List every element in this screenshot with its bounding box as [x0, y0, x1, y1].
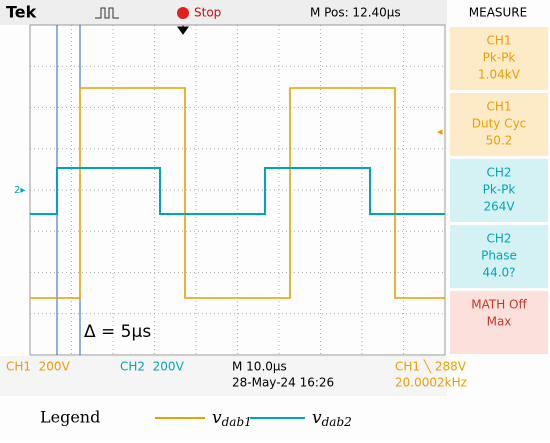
ch2-scale: CH2 200V	[120, 360, 185, 374]
waveform-ch2	[30, 167, 445, 215]
measure-channel: CH1	[486, 100, 511, 114]
measure-box	[450, 93, 548, 156]
measure-value: 264V	[483, 200, 515, 214]
date: 28-May-24 16:26	[232, 376, 334, 390]
brand: Tek	[6, 3, 37, 22]
measure-value: 1.04kV	[478, 68, 521, 82]
graticule-frame	[29, 24, 446, 356]
bottom-bar	[0, 356, 447, 396]
trigger-level-marker: ◂	[437, 125, 443, 138]
measure-value: 50.2	[486, 134, 513, 148]
legend-title: Legend	[40, 408, 100, 427]
measure-panel: CH1 Pk-Pk 1.04kV CH1 Duty Cyc 50.2 CH2 Pk-Pk 264…	[450, 27, 548, 354]
trigger-marker	[177, 25, 189, 35]
timebase: M 10.0µs	[232, 360, 287, 374]
legend-label: vdab2	[312, 408, 352, 429]
trigger: CH1 ╲ 288V	[395, 359, 467, 374]
measure-box	[450, 225, 548, 288]
ch1-scale: CH1 200V	[6, 360, 71, 374]
measure-channel: CH1	[486, 34, 511, 48]
position: M Pos: 12.40µs	[310, 6, 401, 20]
legend-label: vdab1	[212, 408, 252, 429]
measure-box	[450, 291, 548, 354]
measure-label: Phase	[481, 249, 517, 263]
top-bar	[0, 0, 447, 25]
measure-box	[450, 159, 548, 222]
stop-icon	[177, 7, 189, 19]
measure-box	[450, 27, 548, 90]
waveform-ch1	[30, 87, 445, 299]
ch2-marker: 2▸	[14, 185, 25, 196]
status: Stop	[194, 6, 221, 20]
measure-channel: CH2	[486, 232, 511, 246]
measure-channel: CH2	[486, 166, 511, 180]
measure-label: Pk-Pk	[483, 183, 516, 197]
measure-label: Duty Cyc	[472, 117, 527, 131]
measure-channel: MATH Off	[471, 298, 527, 312]
trigger-icon	[95, 7, 119, 19]
panel-title: MEASURE	[469, 6, 527, 20]
measure-label: Max	[487, 315, 512, 329]
annotation: Δ = 5μs	[84, 322, 151, 342]
grid	[30, 25, 445, 355]
frequency: 20.0002kHz	[395, 376, 467, 390]
measure-label: Pk-Pk	[483, 51, 516, 65]
measure-value: 44.0?	[482, 266, 515, 280]
